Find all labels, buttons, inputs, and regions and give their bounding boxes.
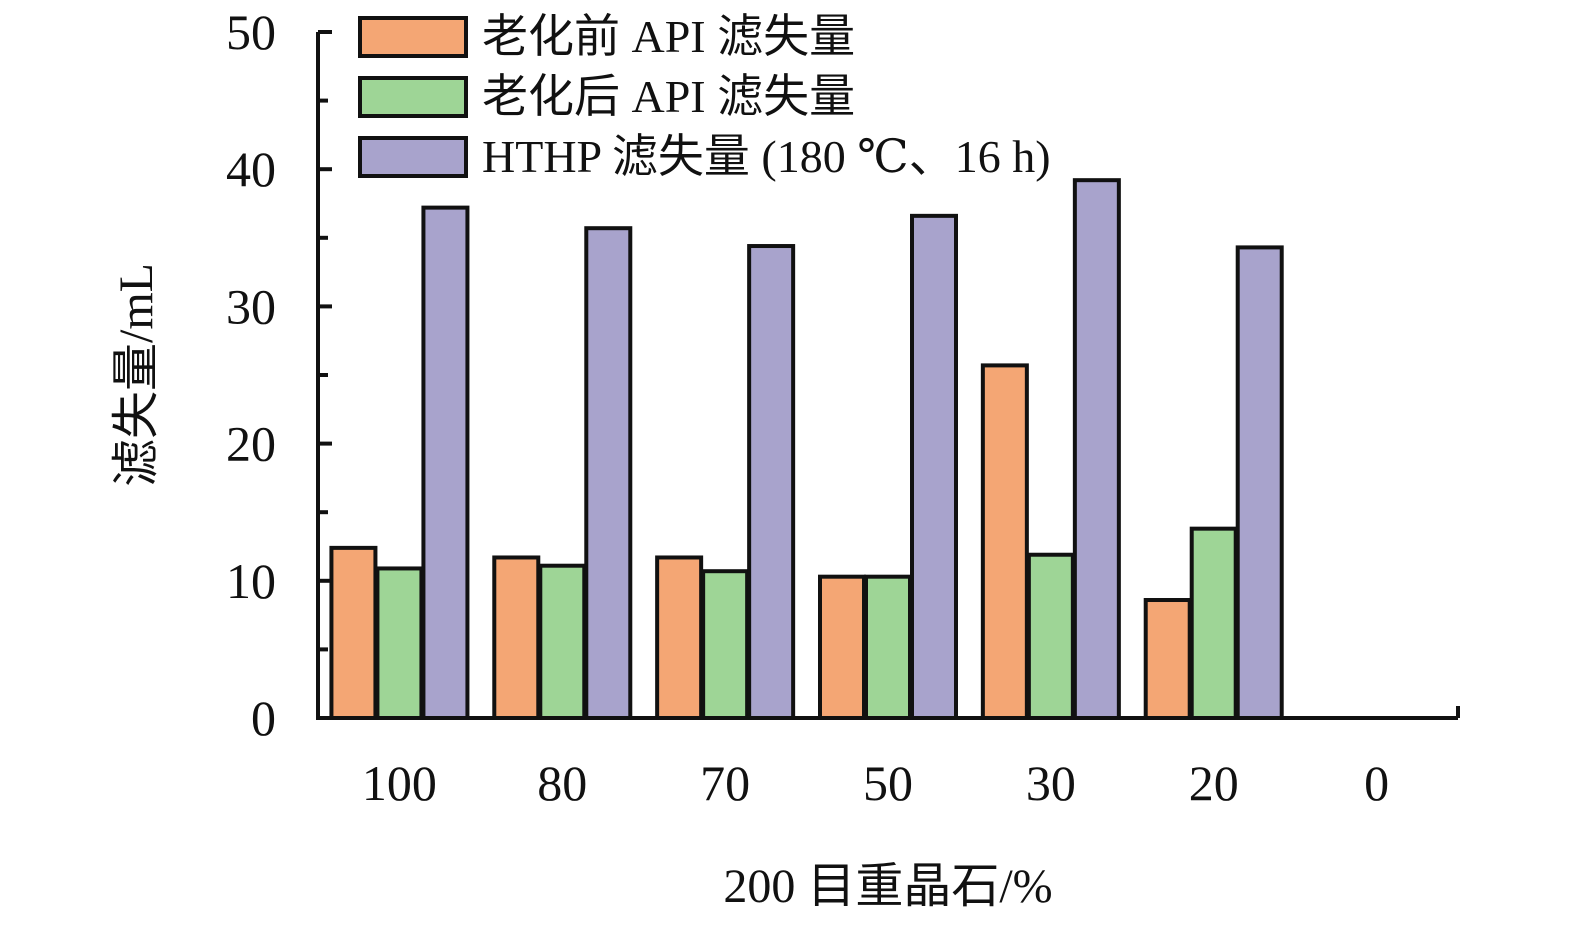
bar-3-20 [1235, 245, 1284, 721]
bars-layer [329, 178, 1284, 721]
legend-swatch-2 [358, 76, 468, 118]
bar-2-30 [1026, 552, 1075, 720]
bar-1-20 [1143, 598, 1192, 720]
bar-2-80 [538, 563, 587, 721]
x-tick-label-0: 0 [1364, 755, 1389, 811]
legend-label-2: 老化后 API 滤失量 [482, 71, 855, 122]
legend-label-1: 老化前 API 滤失量 [482, 11, 855, 62]
bar-2-70 [701, 569, 750, 720]
axes-layer [316, 30, 1460, 720]
bar-3-30 [1072, 178, 1121, 720]
legend-label-3: HTHP 滤失量 (180 ℃、16 h) [482, 131, 1051, 182]
y-tick-label-10: 10 [226, 553, 276, 609]
y-tick-label-40: 40 [226, 141, 276, 197]
bar-3-80 [584, 226, 633, 720]
legend-swatch-1 [358, 16, 468, 58]
bar-1-30 [980, 363, 1029, 720]
x-tick-label-50: 50 [863, 755, 913, 811]
x-tick-label-70: 70 [700, 755, 750, 811]
y-axis-title: 滤失量/mL [110, 263, 163, 487]
bar-1-50 [818, 574, 866, 721]
bar-1-70 [655, 555, 704, 721]
y-tick-label-50: 50 [226, 4, 276, 60]
x-tick-label-80: 80 [537, 755, 587, 811]
legend-swatch-3 [358, 136, 468, 178]
bar-2-100 [375, 566, 424, 721]
x-axis-title: 200 目重晶石/% [723, 860, 1052, 913]
bar-3-70 [747, 244, 796, 720]
bar-1-100 [329, 545, 378, 721]
y-tick-label-0: 0 [251, 690, 276, 746]
y-tick-label-20: 20 [226, 416, 276, 472]
bar-2-50 [864, 574, 912, 721]
x-tick-label-30: 30 [1026, 755, 1076, 811]
bar-1-80 [492, 555, 541, 721]
tick-labels-layer: 0 10 20 30 40 50 100 80 70 50 30 20 0 [226, 4, 1389, 811]
bar-3-50 [910, 213, 958, 721]
bar-3-100 [421, 205, 470, 720]
x-tick-label-100: 100 [362, 755, 437, 811]
y-tick-label-30: 30 [226, 278, 276, 334]
x-tick-label-20: 20 [1189, 755, 1239, 811]
bar-2-20 [1189, 526, 1238, 720]
